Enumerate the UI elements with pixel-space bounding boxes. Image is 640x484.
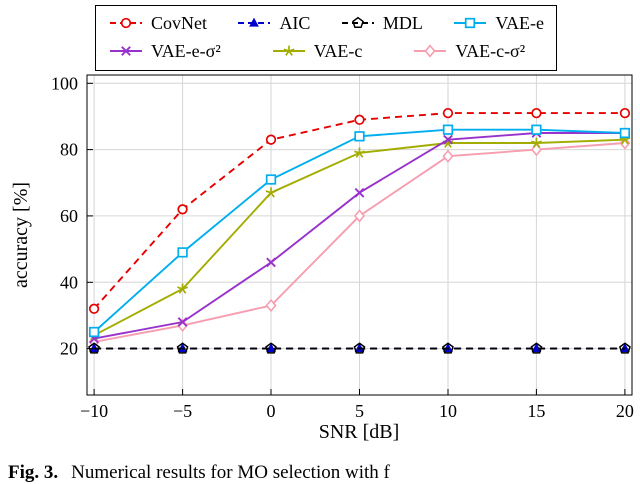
legend-entry-aic: AIC — [236, 13, 310, 34]
legend-row-2: VAE-e-σ² VAE-c VAE-c-σ² — [108, 37, 544, 65]
data-series — [88, 107, 631, 354]
legend-label-vae-e: VAE-e — [495, 12, 544, 33]
series-vae-c — [88, 136, 631, 349]
legend-entry-vae-c: VAE-c — [271, 40, 363, 62]
legend-sample-mdl — [341, 16, 374, 29]
legend-entry-vae-e: VAE-e-σ² — [108, 41, 221, 62]
series-vae-e — [88, 124, 631, 338]
y-tick-label: 100 — [51, 73, 78, 93]
line-chart: −10 −5 0 5 10 15 20 20 40 60 80 100 SNR [dB] accura… — [10, 73, 634, 443]
legend-sample-aic — [238, 17, 271, 27]
x-tick-label: −10 — [80, 401, 108, 421]
x-tick-label: 20 — [616, 401, 634, 421]
legend: CovNet AIC MDL VAE-e VAE-e-σ² VAE-c VAE-c-σ² — [95, 5, 557, 71]
legend-sample-vae-c — [414, 44, 447, 58]
series-covnet — [88, 107, 631, 314]
x-tick-label: 5 — [355, 401, 364, 421]
caption-text: Numerical results for MO selection with … — [71, 462, 390, 483]
legend-sample-covnet — [110, 17, 142, 29]
legend-sample-vae-e — [110, 46, 142, 56]
y-tick-label: 20 — [60, 339, 78, 359]
legend-entry-vae-c: VAE-c-σ² — [412, 41, 525, 62]
legend-entry-mdl: MDL — [340, 13, 423, 34]
legend-entry-covnet: CovNet — [108, 13, 207, 34]
x-tick-label: 15 — [527, 401, 545, 421]
legend-label-vae-c: VAE-c — [313, 40, 363, 61]
axis-ticks — [87, 82, 626, 395]
legend-sample-vae-c — [272, 45, 305, 56]
legend-row-1: CovNet AIC MDL VAE-e — [108, 9, 544, 37]
legend-sample-vae-e — [454, 17, 487, 29]
legend-label-covnet: CovNet — [151, 12, 207, 33]
y-axis-label: accuracy [%] — [10, 182, 32, 288]
x-tick-label: −5 — [173, 401, 192, 421]
x-axis-label: SNR [dB] — [319, 421, 400, 443]
y-tick-label: 40 — [60, 272, 78, 292]
x-tick-label: 10 — [439, 401, 457, 421]
series-mdl — [88, 342, 631, 354]
y-tick-label: 80 — [60, 140, 78, 160]
legend-label-vae-e: VAE-e-σ² — [151, 40, 221, 61]
legend-label-mdl: MDL — [382, 12, 423, 33]
legend-label-vae-c: VAE-c-σ² — [455, 40, 526, 61]
y-tick-label: 60 — [60, 206, 78, 226]
legend-entry-vae-e: VAE-e — [452, 13, 544, 34]
tick-labels: −10 −5 0 5 10 15 20 20 40 60 80 100 — [51, 73, 634, 421]
figure-caption: Fig. 3. Numerical results for MO selectio… — [8, 462, 634, 484]
legend-label-aic: AIC — [279, 12, 311, 33]
x-tick-label: 0 — [267, 401, 276, 421]
caption-label: Fig. 3. — [8, 462, 59, 483]
